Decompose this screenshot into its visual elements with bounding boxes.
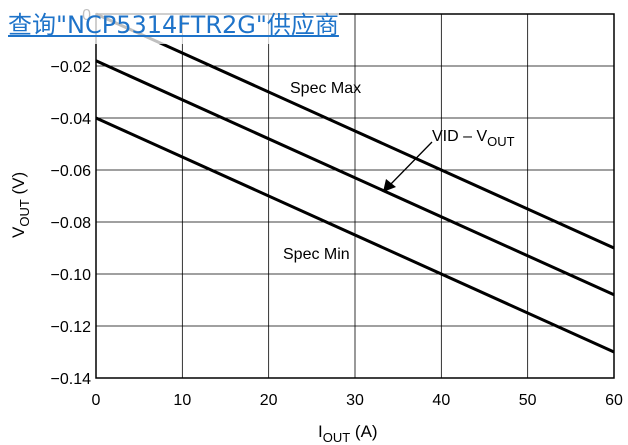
y-tick-label: −0.08 [51, 215, 92, 232]
x-tick-label: 60 [605, 392, 623, 409]
vid-arrow-shaft [387, 141, 433, 188]
y-axis-label-sub: OUT [17, 199, 32, 227]
y-tick-label: −0.06 [51, 163, 92, 180]
series-line-2 [95, 116, 615, 354]
x-tick-label: 40 [432, 392, 450, 409]
x-axis-label-sub: OUT [323, 430, 351, 445]
supplier-search-link[interactable]: 查询"NCP5314FTR2G"供应商 [8, 8, 339, 44]
y-tick-label: −0.04 [51, 111, 92, 128]
vid-label-sub: OUT [487, 134, 515, 149]
series-line-0 [95, 12, 615, 250]
y-tick-label: −0.10 [51, 267, 92, 284]
series-lines [95, 12, 615, 354]
grid-lines [96, 14, 614, 378]
x-tick-label: 20 [260, 392, 278, 409]
plot-frame [95, 13, 615, 379]
x-tick-labels: 0 10 20 30 40 50 60 [92, 392, 623, 409]
y-tick-label: −0.14 [51, 371, 92, 388]
x-axis-label-main: I [318, 422, 323, 441]
x-tick-label: 0 [92, 392, 101, 409]
vid-arrow-head [383, 179, 396, 192]
y-axis-label-main: V [9, 226, 28, 238]
y-axis-label: VOUT (V) [9, 172, 32, 238]
x-axis-label-suffix: (A) [350, 422, 377, 441]
y-tick-label: −0.12 [51, 319, 92, 336]
annotation-spec-min: Spec Min [283, 246, 350, 263]
annotation-vid-vout: VID – VOUT [432, 128, 515, 149]
x-tick-label: 10 [173, 392, 191, 409]
x-tick-label: 30 [346, 392, 364, 409]
vid-arrow [383, 141, 433, 192]
annotation-spec-max: Spec Max [290, 80, 361, 97]
x-tick-label: 50 [519, 392, 537, 409]
vid-label-main: VID – V [432, 128, 487, 145]
series-line-1 [95, 59, 615, 297]
y-axis-label-suffix: (V) [9, 172, 28, 199]
y-tick-label: −0.02 [51, 59, 92, 76]
y-tick-labels: 0−0.02−0.04−0.06−0.08−0.10−0.12−0.14 [51, 7, 92, 388]
x-axis-label: IOUT (A) [318, 422, 378, 445]
